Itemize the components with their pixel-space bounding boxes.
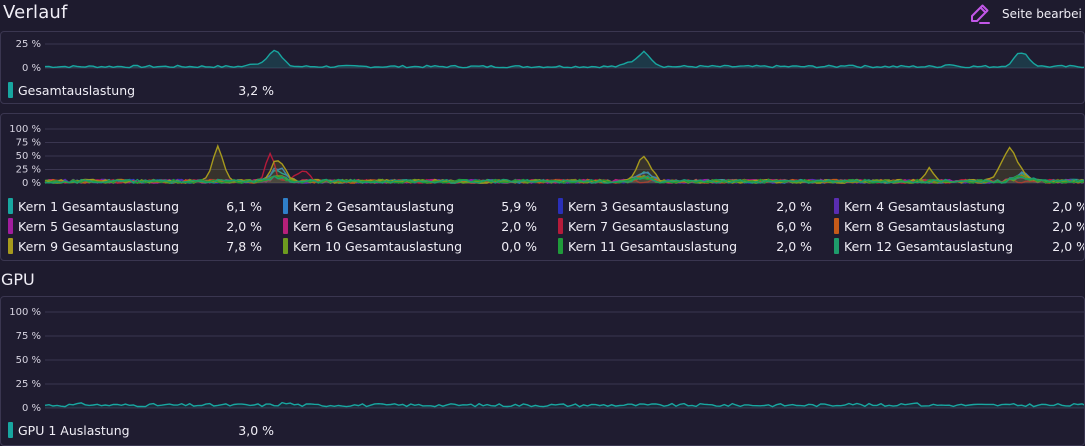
y-tick-label: 50 % [16,355,41,366]
legend-swatch [283,218,288,234]
legend-label: Kern 1 Gesamtauslastung [18,198,180,214]
legend-item[interactable]: Kern 1 Gesamtauslastung 6,1 % [8,197,262,215]
legend-label: Kern 9 Gesamtauslastung [18,238,180,254]
legend-item[interactable]: Gesamtauslastung 3,2 % [8,81,274,99]
legend-swatch [834,238,839,254]
core-7-series-area [45,153,1084,183]
legend-label: Kern 6 Gesamtauslastung [293,218,455,234]
legend-item[interactable]: Kern 11 Gesamtauslastung 2,0 % [558,237,812,255]
y-tick-label: 0 % [22,403,41,414]
core-12-series-line [44,175,1084,184]
header: Verlauf Seite bearbei [0,0,1085,30]
legend-swatch [8,82,13,98]
legend-swatch [8,218,13,234]
legend-value: 2,0 % [776,238,812,254]
y-tick-label: 0 % [22,63,41,74]
cpu-total-chart: 25 % 0 % [16,39,1084,74]
y-tick-label: 25 % [16,39,41,50]
legend-label: Kern 11 Gesamtauslastung [568,238,738,254]
y-tick-label: 50 % [16,151,41,162]
gpu-series-line [44,401,1084,408]
y-tick-label: 75 % [16,138,41,149]
legend-value: 3,2 % [238,82,274,98]
legend-value: 7,8 % [226,238,262,254]
legend-swatch [283,238,288,254]
pencil-icon [968,2,992,26]
cpu-total-series-line [44,49,1084,69]
y-tick-label: 100 % [9,124,41,135]
legend-item[interactable]: Kern 4 Gesamtauslastung 2,0 % [834,197,1085,215]
legend-label: Kern 3 Gesamtauslastung [568,198,730,214]
edit-page-button[interactable]: Seite bearbei [968,1,1082,27]
legend-value: 2,0 % [1052,198,1085,214]
legend-label: Kern 5 Gesamtauslastung [18,218,180,234]
y-tick-label: 25 % [16,379,41,390]
legend-label: Gesamtauslastung [18,82,136,98]
legend-value: 0,0 % [501,238,537,254]
legend-value: 3,0 % [238,422,274,438]
legend-item[interactable]: Kern 12 Gesamtauslastung 2,0 % [834,237,1085,255]
y-tick-label: 100 % [9,307,41,318]
legend-swatch [558,218,563,234]
legend-swatch [283,198,288,214]
y-tick-label: 75 % [16,331,41,342]
core-9-series-area [45,146,1084,183]
legend-swatch [834,198,839,214]
legend-item[interactable]: Kern 10 Gesamtauslastung 0,0 % [283,237,537,255]
legend-swatch [834,218,839,234]
legend-label: Kern 8 Gesamtauslastung [844,218,1006,234]
legend-value: 2,0 % [501,218,537,234]
cpu-cores-chart: 100 % 75 % 50 % 25 % 0 % [9,124,1084,189]
legend-label: Kern 4 Gesamtauslastung [844,198,1006,214]
legend-swatch [558,198,563,214]
cpu-cores-card: 100 % 75 % 50 % 25 % 0 % Kern 1 Gesamtau… [0,113,1085,261]
legend-value: 2,0 % [1052,218,1085,234]
edit-page-label: Seite bearbei [1002,7,1082,21]
legend-label: Kern 10 Gesamtauslastung [293,238,463,254]
legend-swatch [8,238,13,254]
legend-label: Kern 2 Gesamtauslastung [293,198,455,214]
legend-item[interactable]: Kern 2 Gesamtauslastung 5,9 % [283,197,537,215]
legend-value: 5,9 % [501,198,537,214]
legend-swatch [558,238,563,254]
legend-swatch [8,198,13,214]
legend-item[interactable]: Kern 8 Gesamtauslastung 2,0 % [834,217,1085,235]
legend-value: 2,0 % [776,198,812,214]
gpu-card: 100 % 75 % 50 % 25 % 0 % GPU 1 Auslastun… [0,296,1085,446]
legend-label: Kern 7 Gesamtauslastung [568,218,730,234]
y-tick-label: 25 % [16,165,41,176]
legend-item[interactable]: Kern 9 Gesamtauslastung 7,8 % [8,237,262,255]
legend-value: 2,0 % [1052,238,1085,254]
cpu-total-card: 25 % 0 % Gesamtauslastung 3,2 % [0,31,1085,104]
legend-label: Kern 12 Gesamtauslastung [844,238,1014,254]
legend-value: 6,1 % [226,198,262,214]
legend-item[interactable]: Kern 6 Gesamtauslastung 2,0 % [283,217,537,235]
legend-value: 2,0 % [226,218,262,234]
legend-swatch [8,422,13,438]
legend-item[interactable]: Kern 5 Gesamtauslastung 2,0 % [8,217,262,235]
legend-item[interactable]: GPU 1 Auslastung 3,0 % [8,421,274,439]
gpu-section-title: GPU [1,270,35,289]
y-tick-label: 0 % [22,178,41,189]
gpu-chart: 100 % 75 % 50 % 25 % 0 % [9,307,1084,414]
legend-item[interactable]: Kern 7 Gesamtauslastung 6,0 % [558,217,812,235]
legend-item[interactable]: Kern 3 Gesamtauslastung 2,0 % [558,197,812,215]
page-title: Verlauf [3,2,68,23]
legend-label: GPU 1 Auslastung [18,422,130,438]
legend-value: 6,0 % [776,218,812,234]
